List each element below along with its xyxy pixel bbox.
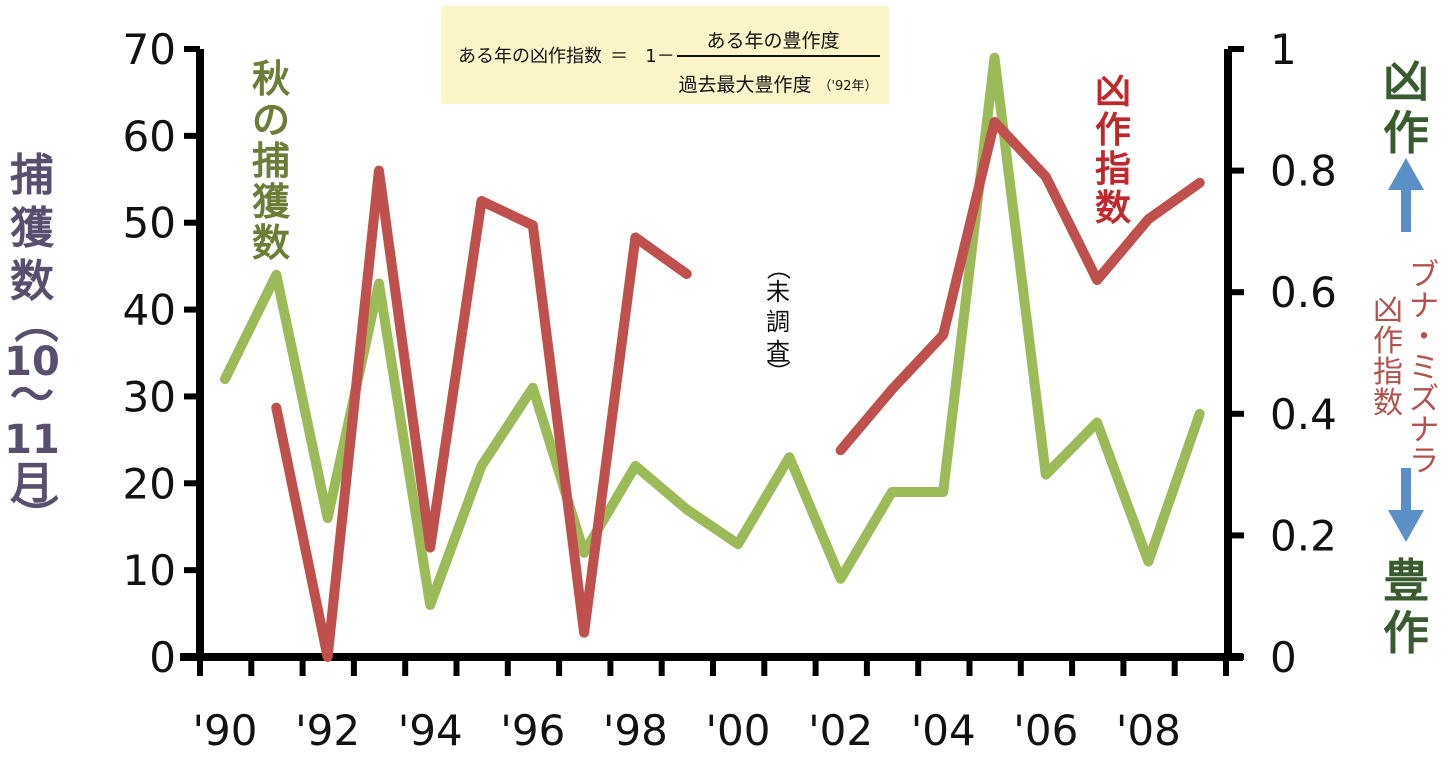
legend-poor-crop-index-char: 凶 [1095, 71, 1131, 112]
left-tick-label: 60 [123, 112, 176, 161]
left-axis-label-char: ～ [10, 370, 54, 421]
x-tick-label: '00 [706, 706, 771, 753]
right-tick-label: 0.2 [1270, 511, 1337, 560]
series-description-char: ブ [1409, 258, 1439, 293]
series-description-char: ズ [1409, 382, 1439, 417]
series-line-1 [276, 171, 686, 657]
series-description-char: ナ [1409, 413, 1439, 448]
left-axis-label-char: 11 [4, 417, 60, 463]
left-axis-label-char: 獲 [10, 203, 55, 254]
x-tick-label: '90 [193, 706, 258, 753]
left-tick-label: 70 [123, 25, 176, 74]
formula-numerator: ある年の豊作度 [706, 30, 839, 52]
left-axis-label: 捕獲数（10～11月） [4, 150, 60, 538]
series-line-0 [225, 58, 1200, 605]
right-bottom-label-good-crop: 豊作 [1383, 554, 1429, 660]
left-axis-label-char: ） [9, 494, 60, 538]
x-tick-label: '96 [500, 706, 565, 753]
formula-one-minus: 1－ [645, 46, 674, 67]
right-top-label-char: 作 [1383, 106, 1429, 160]
formula-denominator-note: （'92年） [818, 79, 877, 94]
legend-autumn-catch-char: 秋 [252, 57, 290, 101]
x-tick-label: '92 [295, 706, 360, 753]
left-tick-label: 50 [123, 199, 176, 248]
right-tick-label: 0.6 [1270, 268, 1337, 317]
right-tick-label: 0 [1270, 633, 1297, 682]
formula-box: ある年の凶作指数 ＝ 1－ ある年の豊作度 過去最大豊作度 （'92年） [441, 6, 889, 104]
series-description-char: 数 [1373, 386, 1403, 421]
left-tick-label: 20 [123, 459, 176, 508]
x-axis-ticks: '90 '92 '94 '96 '98 '00 '02 '04 '06 '08 [193, 657, 1227, 753]
series-description-char: ナ [1409, 289, 1439, 324]
left-tick-label: 40 [123, 286, 176, 335]
left-tick-label: 10 [123, 546, 176, 595]
left-tick-label: 30 [123, 372, 176, 421]
not-surveyed-note: （未調査） [764, 256, 792, 384]
legend-poor-crop-index: 凶作指数 [1095, 71, 1131, 229]
series-description-char: 指 [1373, 355, 1403, 390]
legend-poor-crop-index-char: 作 [1095, 110, 1131, 151]
not-surveyed-char: 未 [766, 278, 790, 306]
right-tick-label: 0.4 [1270, 390, 1337, 439]
x-tick-label: '98 [603, 706, 668, 753]
formula-denominator: 過去最大豊作度 [678, 74, 811, 96]
not-surveyed-char: 調 [766, 308, 790, 336]
right-top-label-char: 凶 [1383, 54, 1429, 108]
right-axis-ticks: 0 0.2 0.4 0.6 0.8 1 [1228, 25, 1337, 682]
x-tick-label: '08 [1116, 706, 1181, 753]
arrow-down-icon [1388, 468, 1424, 542]
left-axis-label-char: （ [9, 299, 60, 343]
series-description-char: 凶 [1373, 293, 1403, 328]
left-tick-label: 0 [149, 633, 176, 682]
series-description-char: ミ [1409, 351, 1439, 386]
right-tick-label: 1 [1270, 25, 1297, 74]
right-bottom-label-char: 豊 [1383, 554, 1429, 608]
left-axis-label-char: 捕 [10, 150, 54, 201]
formula-lhs: ある年の凶作指数 [458, 46, 602, 67]
right-top-label-poor-crop: 凶作 [1383, 54, 1429, 160]
x-tick-label: '04 [911, 706, 976, 753]
series-lines [225, 58, 1200, 658]
x-tick-label: '94 [398, 706, 463, 753]
legend-autumn-catch-char: 獲 [252, 180, 291, 224]
series-description-char: ラ [1409, 444, 1439, 479]
right-tick-label: 0.8 [1270, 147, 1337, 196]
left-axis-ticks: 0 10 20 30 40 50 60 70 [123, 25, 200, 682]
series-description-char: 作 [1373, 324, 1403, 359]
legend-autumn-catch-char: 数 [252, 221, 290, 265]
series-description-index: 凶作指数 [1373, 293, 1403, 421]
not-surveyed-char: （ [764, 256, 792, 280]
legend-poor-crop-index-char: 指 [1095, 149, 1131, 190]
legend-poor-crop-index-char: 数 [1095, 188, 1131, 229]
x-tick-label: '02 [808, 706, 873, 753]
arrow-up-icon [1388, 158, 1424, 232]
series-description-char: ・ [1409, 320, 1439, 355]
formula-equals: ＝ [610, 46, 628, 67]
legend-autumn-catch-char: 捕 [252, 139, 290, 183]
not-surveyed-char: ） [764, 360, 792, 384]
legend-autumn-catch-char: の [252, 98, 290, 142]
right-bottom-label-char: 作 [1383, 606, 1429, 660]
x-tick-label: '06 [1013, 706, 1078, 753]
